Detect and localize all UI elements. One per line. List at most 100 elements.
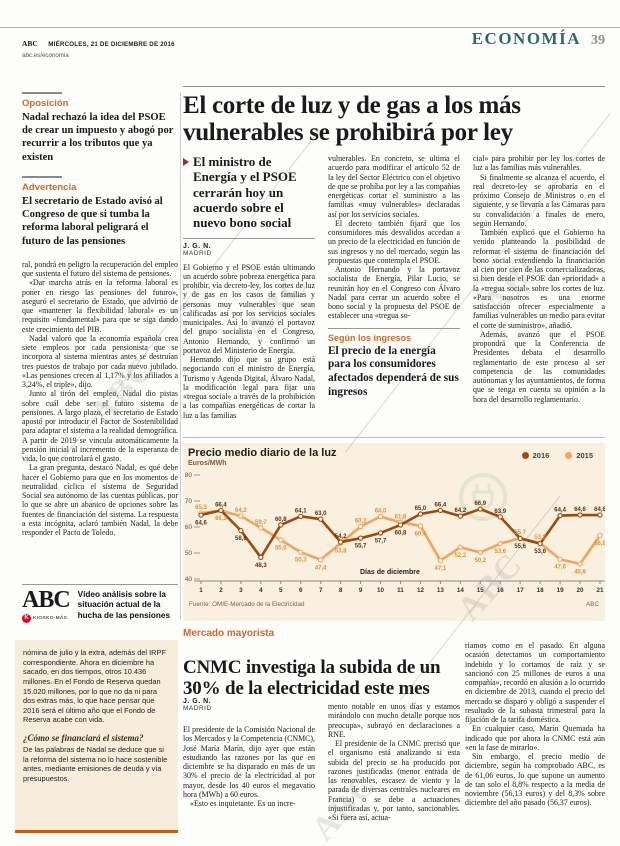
paragraph: ral, pondrá en peligro la recuperación d…	[22, 259, 178, 279]
series-2016	[198, 506, 603, 561]
legend-dot-2015	[565, 452, 573, 459]
svg-text:61,8: 61,8	[395, 514, 407, 520]
svg-text:53,6: 53,6	[534, 549, 546, 555]
svg-text:16: 16	[497, 587, 505, 594]
svg-text:54,2: 54,2	[335, 534, 347, 540]
legend-item-2015: 2015	[565, 451, 593, 460]
sidebar-article-body: ral, pondrá en peligro la recuperación d…	[22, 260, 178, 538]
chart-source: Fuente: OMIE-Mercado de la Electricidad	[189, 601, 305, 608]
chart-legend: 2016 2015	[521, 451, 593, 460]
brief-rule	[22, 92, 62, 94]
svg-text:50,2: 50,2	[474, 558, 486, 564]
pensions-info-box: nómina de julio y la extra, además del I…	[15, 640, 178, 833]
svg-text:59,7: 59,7	[255, 520, 267, 526]
edition-date: MIÉRCOLES, 21 DE DICIEMBRE DE 2016	[48, 41, 175, 48]
svg-text:63,0: 63,0	[315, 511, 327, 517]
svg-text:64,2: 64,2	[455, 508, 467, 514]
bottom-article: Mercado mayorista CNMC investiga la subi…	[183, 628, 605, 846]
svg-text:47,4: 47,4	[315, 565, 327, 571]
article-column-2: mento notable en unos días y estamos mir…	[328, 702, 460, 822]
section-title: ECONOMÍA	[471, 29, 581, 48]
svg-text:11: 11	[397, 587, 404, 594]
chart-unit-label: Euros/MWh	[188, 460, 227, 467]
svg-text:60: 60	[185, 524, 193, 531]
kiosko-promo-text: Vídeo análisis sobre la situación actual…	[77, 590, 171, 620]
paragraph: El Gobierno y el PSOE están ultimando un…	[183, 262, 315, 355]
chart-title: Precio medio diario de la luz	[188, 447, 337, 459]
svg-text:47,6: 47,6	[554, 565, 566, 571]
brief-rule	[22, 175, 62, 178]
header-rule	[0, 27, 620, 28]
main-deck: El ministro de Energía y el PSOE cerrará…	[183, 154, 315, 231]
svg-text:60,2: 60,2	[355, 518, 367, 524]
kiosko-badge-icon: K	[22, 613, 31, 623]
svg-text:18: 18	[537, 587, 545, 594]
byline-author: J. G. N.	[183, 242, 212, 250]
legend-label-2016: 2016	[532, 451, 550, 460]
svg-text:48,3: 48,3	[255, 563, 267, 569]
svg-text:Días de diciembre: Días de diciembre	[360, 569, 420, 576]
article-column-1: El presidente de la Comisión Nacional de…	[183, 725, 315, 808]
svg-text:40: 40	[185, 576, 193, 583]
column-divider	[180, 92, 181, 620]
paragraph: Nadal valoró que la economía española cr…	[22, 333, 178, 390]
paragraph: riamos como en el pasado. En alguna ocas…	[465, 641, 605, 724]
svg-text:55,0: 55,0	[275, 546, 287, 552]
legend-dot-2016	[521, 452, 529, 459]
bottom-headline: CNMC investiga la subida de un 30% de la…	[183, 656, 441, 700]
svg-text:55,7: 55,7	[355, 544, 367, 550]
svg-text:7: 7	[319, 587, 323, 594]
svg-text:8: 8	[339, 587, 343, 594]
main-article: El corte de luz y de gas a los más vulne…	[183, 86, 605, 439]
svg-text:13: 13	[437, 587, 445, 594]
bottom-kicker: Mercado mayorista	[183, 628, 275, 639]
paragraph: «Esto es inquietante. Es un incre-	[190, 799, 296, 808]
info-box-lead: nómina de julio y la extra, además del I…	[23, 648, 166, 725]
svg-text:55,7: 55,7	[514, 530, 526, 536]
main-headline: El corte de luz y de gas a los más vulne…	[183, 92, 521, 146]
article-column-3: cial» para prohibir por ley los cortes d…	[473, 154, 605, 420]
svg-text:45,8: 45,8	[574, 569, 586, 575]
sidebar-brief-oposicion: Oposición Nadal rechazó la idea del PSOE…	[22, 92, 178, 164]
svg-text:64,2: 64,2	[235, 508, 247, 514]
svg-text:52,2: 52,2	[455, 553, 467, 559]
svg-text:64,1: 64,1	[295, 508, 307, 514]
svg-text:60,4: 60,4	[415, 531, 427, 537]
svg-text:60,8: 60,8	[395, 530, 407, 536]
kiosko-badge-label: KIOSKO·MÁS	[33, 615, 68, 621]
paragraph: Sin embargo, el precio medio de diciembr…	[465, 752, 605, 808]
svg-text:80: 80	[185, 472, 193, 479]
svg-text:66,4: 66,4	[215, 502, 227, 508]
svg-text:58,6: 58,6	[235, 536, 247, 542]
svg-text:64,6: 64,6	[195, 521, 207, 527]
svg-text:50,3: 50,3	[295, 558, 307, 564]
svg-text:60,8: 60,8	[275, 517, 287, 523]
article-column-1: El ministro de Energía y el PSOE cerrará…	[183, 154, 315, 420]
page-number: 39	[591, 33, 605, 48]
svg-text:65,0: 65,0	[415, 506, 427, 512]
svg-text:2: 2	[219, 587, 223, 594]
article-column-2: vulnerables. En concreto, se ultima el a…	[328, 154, 460, 420]
paragraph: En cualquier caso, Marín Quemada ha indi…	[465, 724, 605, 752]
svg-text:64,6: 64,6	[574, 507, 586, 513]
svg-text:20: 20	[577, 587, 585, 594]
brief-kicker: Advertencia	[22, 181, 77, 193]
masthead-left: ABC MIÉRCOLES, 21 DE DICIEMBRE DE 2016 a…	[22, 32, 175, 60]
paragraph: También explicó que el Gobierno ha venid…	[473, 228, 605, 330]
svg-text:64,4: 64,4	[554, 508, 566, 514]
svg-text:57,7: 57,7	[375, 538, 387, 544]
article-column-3: riamos como en el pasado. En alguna ocas…	[465, 641, 605, 808]
paragraph: Hernando dijo que su grupo está negocian…	[183, 355, 315, 420]
svg-text:53,8: 53,8	[534, 535, 546, 541]
svg-text:53,8: 53,8	[335, 549, 347, 555]
byline-dateline: MADRID	[183, 705, 212, 712]
plug-watermark-icon	[459, 473, 507, 521]
article-text: cial» para prohibir por ley los cortes d…	[473, 154, 605, 404]
callout-box: Según los ingresos El precio de la energ…	[328, 327, 460, 400]
kiosko-logo-block: ABC K KIOSKO·MÁS	[22, 588, 71, 623]
svg-text:64,6: 64,6	[594, 507, 605, 513]
brand-logo: ABC	[22, 39, 38, 48]
svg-text:19: 19	[557, 587, 565, 594]
svg-text:63,9: 63,9	[494, 509, 506, 515]
